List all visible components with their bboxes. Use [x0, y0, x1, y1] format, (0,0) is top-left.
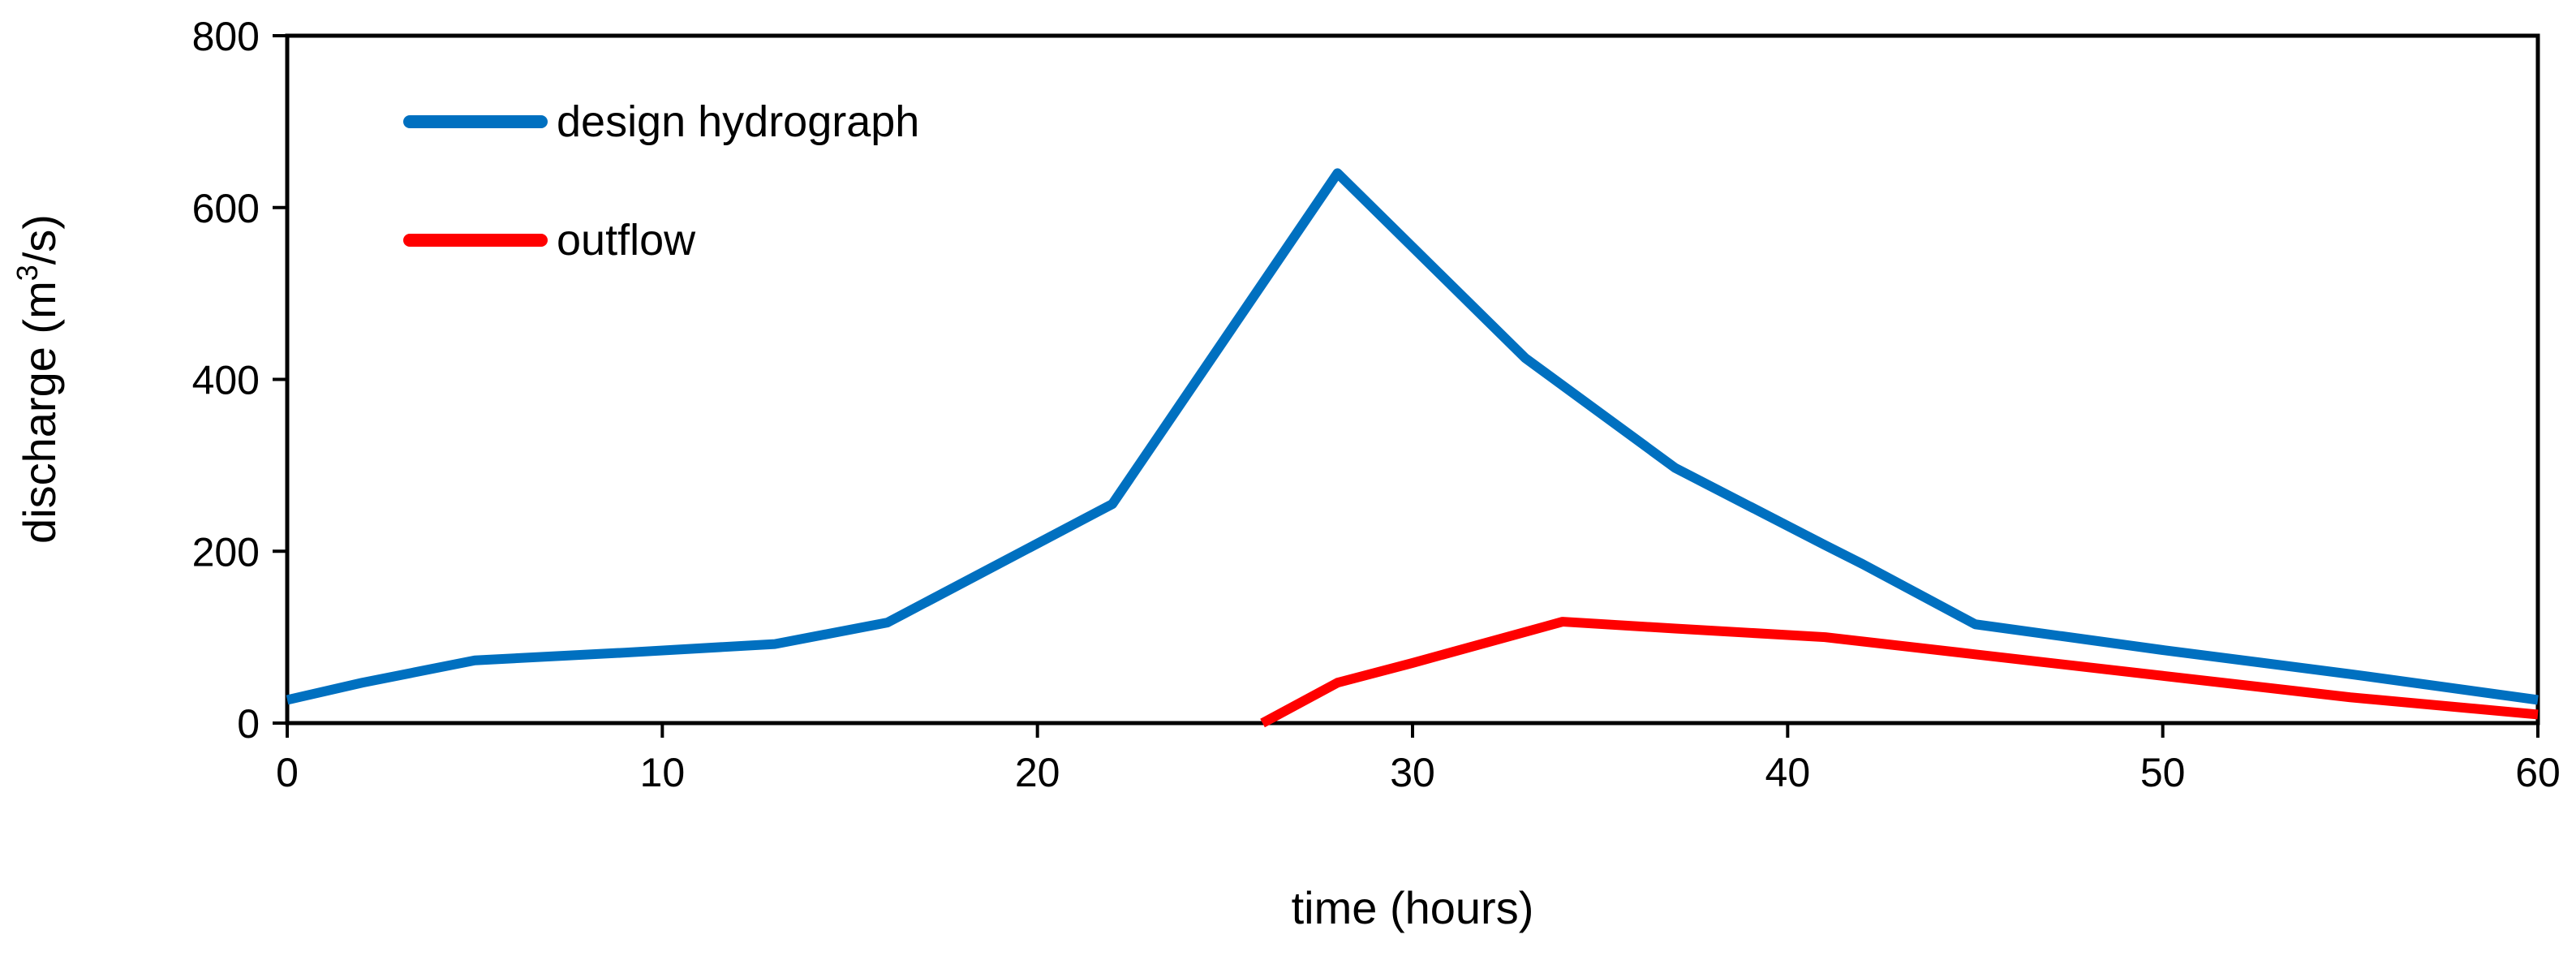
y-tick-label: 0 [237, 701, 260, 747]
x-tick-label: 20 [1015, 750, 1060, 795]
x-tick-label: 30 [1390, 750, 1435, 795]
y-tick-label: 800 [192, 14, 260, 59]
x-axis-title: time (hours) [1292, 882, 1534, 933]
x-tick-label: 60 [2515, 750, 2561, 795]
legend: design hydrograph outflow [403, 97, 919, 265]
legend-label-outflow: outflow [557, 216, 696, 265]
legend-label-design-hydrograph: design hydrograph [557, 97, 919, 146]
y-tick-label: 200 [192, 529, 260, 575]
y-tick-label: 600 [192, 186, 260, 231]
y-axis-title-prefix: discharge (m [14, 281, 65, 544]
x-tick-label: 40 [1765, 750, 1811, 795]
x-tick-label: 10 [640, 750, 686, 795]
y-axis: 0 200 400 600 800 [192, 14, 287, 747]
y-axis-title-superscript: 3 [11, 265, 44, 281]
y-tick-label: 400 [192, 358, 260, 403]
x-axis: 0 10 20 30 40 50 60 [276, 723, 2561, 795]
y-axis-title: discharge (m3/s) [11, 214, 65, 544]
y-axis-title-suffix: /s) [14, 214, 65, 265]
series-line-design-hydrograph [286, 168, 2539, 705]
x-tick-label: 0 [276, 750, 299, 795]
series-layer [286, 168, 2539, 728]
series-line-outflow [1260, 617, 2539, 728]
x-tick-label: 50 [2140, 750, 2186, 795]
